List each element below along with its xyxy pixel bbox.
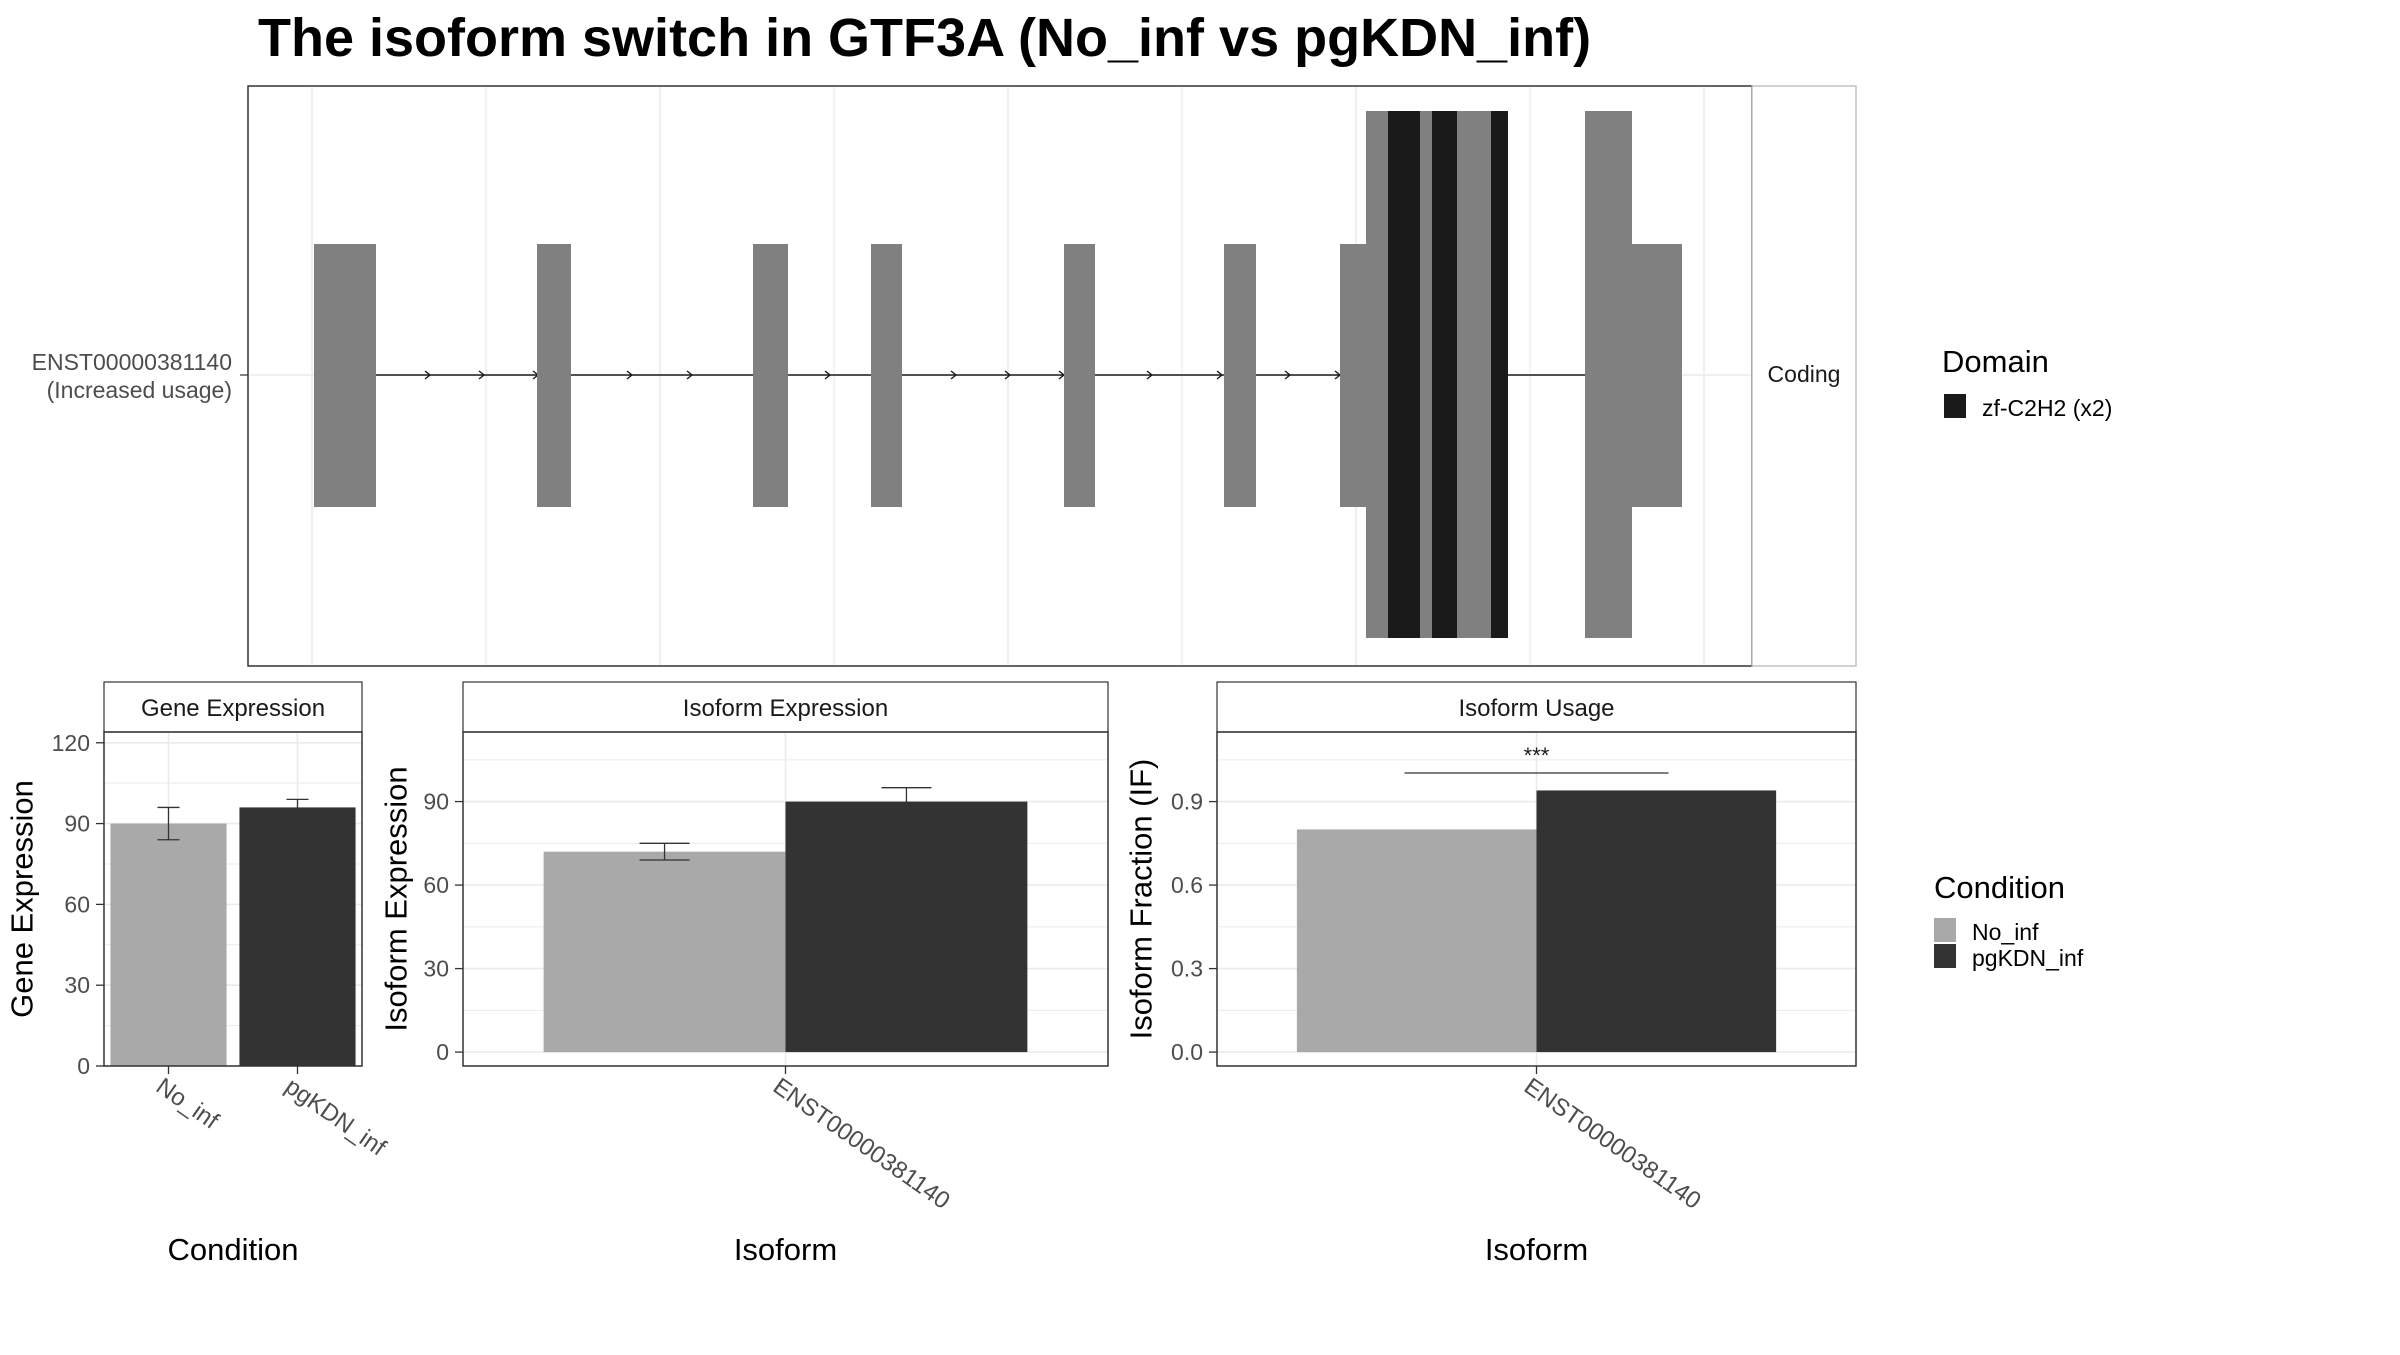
y-tick-label: 60: [64, 891, 90, 917]
domain-legend-title: Domain: [1942, 344, 2049, 379]
intron-arrow: [1216, 370, 1224, 380]
intron-arrow: [950, 370, 958, 380]
x-tick-label: ENST00000381140: [768, 1073, 955, 1215]
bar: [1296, 829, 1537, 1053]
x-tick-label: pgKDN_inf: [280, 1073, 391, 1162]
x-tick-label: ENST00000381140: [1519, 1073, 1706, 1215]
y-tick-label: 0: [436, 1039, 449, 1065]
exon: [1064, 244, 1095, 507]
isoform-usage-panel: Isoform Usage *** 0.0 0.3 0.6 0.9 ENST00000381…: [1124, 681, 1857, 1267]
intron-arrow: [626, 370, 634, 380]
bar: [543, 851, 786, 1053]
panel-strip: [1216, 681, 1857, 733]
panel-strip-title: Isoform Expression: [683, 695, 888, 722]
intron-arrow: [686, 370, 694, 380]
condition-legend-title: Condition: [1934, 870, 2065, 905]
x-axis-title: Isoform: [1485, 1232, 1588, 1267]
intron-arrow: [478, 370, 486, 380]
x-axis-title: Condition: [168, 1232, 299, 1267]
y-tick-label: 90: [423, 789, 449, 815]
structure-panel: Coding ENST00000381140 (Increased usage): [32, 85, 1857, 667]
condition-legend: Condition No_inf pgKDN_inf: [1934, 870, 2084, 971]
zf-c2h2-domain: [1491, 111, 1508, 638]
y-tick-label: 0.0: [1171, 1039, 1203, 1065]
isoform-label: ENST00000381140: [32, 349, 232, 375]
intron-arrow: [424, 370, 432, 380]
condition-legend-label-pgkdn-inf: pgKDN_inf: [1972, 945, 2084, 971]
bar: [1536, 790, 1777, 1053]
exon: [1585, 111, 1632, 638]
bar: [239, 807, 356, 1066]
isoform-sublabel: (Increased usage): [47, 377, 232, 403]
exon: [753, 244, 788, 507]
domain-group: [1388, 111, 1508, 638]
condition-legend-swatch-pgkdn-inf: [1934, 944, 1956, 968]
significance-label: ***: [1524, 743, 1550, 768]
intron-arrow: [824, 370, 832, 380]
structure-panel-bg: [248, 86, 1752, 666]
domain-legend-label: zf-C2H2 (x2): [1982, 395, 2112, 421]
bar: [785, 801, 1028, 1053]
y-axis-title: Isoform Fraction (IF): [1124, 759, 1159, 1040]
y-tick-label: 120: [52, 730, 90, 756]
condition-legend-swatch-no-inf: [1934, 918, 1956, 942]
panel-strip-title: Isoform Usage: [1458, 695, 1614, 722]
exon: [1624, 244, 1682, 507]
intron-arrow: [1004, 370, 1012, 380]
panel-strip-title: Gene Expression: [141, 695, 325, 722]
gene-expression-panel: Gene Expression 0 30 60 90 120 No_inf pgKDN_inf…: [5, 681, 391, 1267]
y-tick-label: 0: [77, 1053, 90, 1079]
intron-arrow: [1284, 370, 1292, 380]
coding-strip-label: Coding: [1768, 361, 1841, 387]
y-tick-label: 0.3: [1171, 956, 1203, 982]
panel-border: [103, 731, 363, 1067]
y-tick-label: 30: [423, 956, 449, 982]
exon: [537, 244, 571, 507]
zf-c2h2-domain: [1432, 111, 1457, 638]
exon: [314, 244, 376, 507]
domain-legend: Domain zf-C2H2 (x2): [1942, 344, 2112, 421]
y-axis-title: Isoform Expression: [379, 766, 414, 1031]
intron-arrow: [1146, 370, 1154, 380]
bar: [110, 823, 227, 1066]
condition-legend-label-no-inf: No_inf: [1972, 919, 2039, 945]
panel-strip: [462, 681, 1109, 733]
y-axis-title: Gene Expression: [5, 780, 40, 1018]
coding-strip: [1751, 85, 1857, 667]
y-tick-label: 60: [423, 872, 449, 898]
x-tick-label: No_inf: [151, 1073, 224, 1135]
y-tick-label: 0.9: [1171, 789, 1203, 815]
y-tick-label: 90: [64, 811, 90, 837]
y-tick-label: 30: [64, 972, 90, 998]
figure-title: The isoform switch in GTF3A (No_inf vs p…: [258, 8, 1591, 68]
exon: [871, 244, 902, 507]
zf-c2h2-domain: [1388, 111, 1420, 638]
x-axis-title: Isoform: [734, 1232, 837, 1267]
exon: [1224, 244, 1256, 507]
isoform-expression-panel: Isoform Expression 0 30 60 90 ENST00000381140…: [379, 681, 1109, 1267]
y-tick-label: 0.6: [1171, 872, 1203, 898]
exon: [1340, 244, 1370, 507]
domain-legend-swatch: [1944, 394, 1966, 418]
